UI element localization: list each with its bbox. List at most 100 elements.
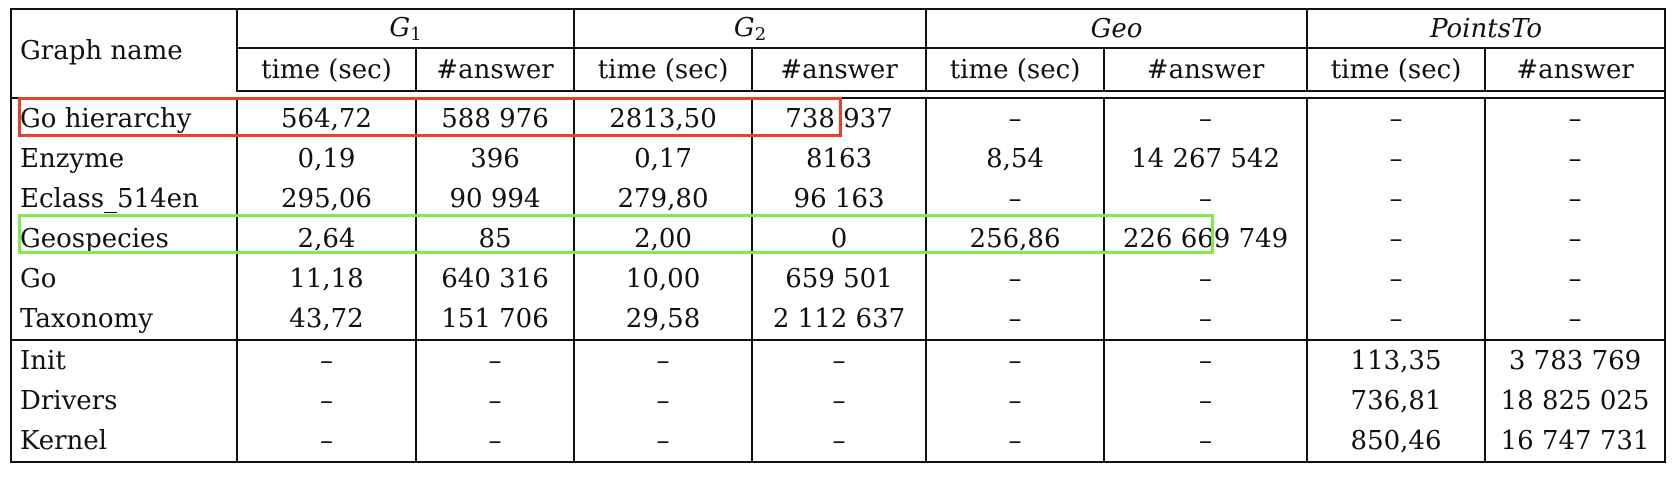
cell-answer: – bbox=[1484, 179, 1667, 219]
cell-answer: – bbox=[1484, 97, 1667, 139]
cell-answer: – bbox=[1484, 139, 1667, 179]
cell-answer: 3 783 769 bbox=[1484, 339, 1667, 381]
cell-time: 279,80 bbox=[573, 179, 754, 219]
table-row: Taxonomy 43,72 151 706 29,58 2 112 637– – – – bbox=[10, 299, 1667, 340]
cell-time: 850,46 bbox=[1306, 421, 1487, 463]
table-row: Eclass_514en 295,06 90 994 279,80 96 163– – – – bbox=[10, 179, 1667, 219]
cell-time: – bbox=[1306, 179, 1487, 219]
cell-answer: 640 316 bbox=[414, 259, 576, 299]
table-row: Go hierarchy 564,72 588 976 2813,50 738 937–… bbox=[10, 97, 1667, 139]
cell-answer: 2 112 637 bbox=[751, 299, 928, 340]
cell-time: 2,00 bbox=[573, 219, 754, 259]
cell-answer: 8163 bbox=[751, 139, 928, 179]
cell-time: – bbox=[236, 339, 417, 381]
cell-answer: 16 747 731 bbox=[1484, 421, 1667, 463]
row-graph-name: Enzyme bbox=[10, 139, 238, 179]
cell-answer: – bbox=[414, 339, 576, 381]
cell-time: – bbox=[1306, 97, 1487, 139]
cell-answer: – bbox=[1103, 381, 1309, 421]
subheader-time: time (sec) bbox=[573, 47, 754, 92]
cell-time: 564,72 bbox=[236, 97, 417, 139]
cell-time: – bbox=[573, 381, 754, 421]
row-graph-name: Kernel bbox=[10, 421, 238, 463]
cell-time: – bbox=[925, 339, 1106, 381]
table-row: Geospecies 2,64 85 2,00 0 256,86 226 669 749– – bbox=[10, 219, 1667, 259]
cell-answer: – bbox=[751, 421, 928, 463]
group-header-g1: G1 bbox=[235, 8, 576, 48]
cell-time: – bbox=[573, 339, 754, 381]
cell-answer: 151 706 bbox=[414, 299, 576, 340]
table-row: Enzyme 0,19 396 0,17 8163 8,54 14 267 542– – bbox=[10, 139, 1667, 179]
cell-answer: 588 976 bbox=[414, 97, 576, 139]
subheader-answer: #answer bbox=[414, 47, 576, 92]
cell-answer: 85 bbox=[414, 219, 576, 259]
cell-time: 256,86 bbox=[925, 219, 1106, 259]
table-row: Drivers – – – – – –736,81 18 825 025 bbox=[10, 381, 1667, 421]
cell-answer: 0 bbox=[751, 219, 928, 259]
results-body: Go hierarchy 564,72 588 976 2813,50 738 937–… bbox=[10, 97, 1667, 463]
results-table: Graph name G1 G2 Geo PointsTo time (sec)… bbox=[10, 8, 1667, 463]
subheader-answer: #answer bbox=[751, 47, 928, 92]
cell-time: – bbox=[1306, 259, 1487, 299]
cell-time: 295,06 bbox=[236, 179, 417, 219]
cell-time: – bbox=[1306, 139, 1487, 179]
row-graph-name: Go bbox=[10, 259, 238, 299]
cell-time: – bbox=[925, 97, 1106, 139]
cell-answer: 90 994 bbox=[414, 179, 576, 219]
cell-answer: – bbox=[1103, 259, 1309, 299]
cell-answer: – bbox=[414, 421, 576, 463]
group-header-geo: Geo bbox=[925, 8, 1309, 48]
cell-time: 0,17 bbox=[573, 139, 754, 179]
row-graph-name: Init bbox=[10, 339, 238, 381]
cell-answer: – bbox=[1484, 219, 1667, 259]
cell-answer: – bbox=[1103, 97, 1309, 139]
row-graph-name: Geospecies bbox=[10, 219, 238, 259]
subheader-answer: #answer bbox=[1103, 47, 1309, 92]
cell-time: 10,00 bbox=[573, 259, 754, 299]
row-graph-name: Eclass_514en bbox=[10, 179, 238, 219]
cell-answer: – bbox=[751, 381, 928, 421]
cell-answer: – bbox=[1103, 421, 1309, 463]
cell-answer: – bbox=[1103, 299, 1309, 340]
cell-answer: 738 937 bbox=[751, 97, 928, 139]
cell-time: – bbox=[925, 299, 1106, 340]
cell-time: 2,64 bbox=[236, 219, 417, 259]
graph-name-header: Graph name bbox=[10, 8, 238, 91]
row-graph-name: Go hierarchy bbox=[10, 97, 238, 139]
cell-answer: 14 267 542 bbox=[1103, 139, 1309, 179]
subheader-time: time (sec) bbox=[1306, 47, 1487, 92]
cell-time: 43,72 bbox=[236, 299, 417, 340]
cell-answer: – bbox=[1484, 299, 1667, 340]
subheader-time: time (sec) bbox=[236, 47, 417, 92]
cell-answer: 18 825 025 bbox=[1484, 381, 1667, 421]
cell-answer: 396 bbox=[414, 139, 576, 179]
group-header-pointsto: PointsTo bbox=[1306, 8, 1667, 48]
cell-answer: 96 163 bbox=[751, 179, 928, 219]
table-row: Init – – – – – –113,35 3 783 769 bbox=[10, 339, 1667, 381]
subheader-time: time (sec) bbox=[925, 47, 1106, 92]
cell-answer: – bbox=[414, 381, 576, 421]
row-graph-name: Taxonomy bbox=[10, 299, 238, 340]
cell-time: 736,81 bbox=[1306, 381, 1487, 421]
cell-answer: – bbox=[751, 339, 928, 381]
cell-time: 29,58 bbox=[573, 299, 754, 340]
cell-time: 2813,50 bbox=[573, 97, 754, 139]
cell-time: 8,54 bbox=[925, 139, 1106, 179]
cell-answer: – bbox=[1103, 339, 1309, 381]
row-graph-name: Drivers bbox=[10, 381, 238, 421]
cell-time: 113,35 bbox=[1306, 339, 1487, 381]
cell-time: – bbox=[573, 421, 754, 463]
cell-time: – bbox=[925, 179, 1106, 219]
cell-time: – bbox=[1306, 219, 1487, 259]
cell-time: 0,19 bbox=[236, 139, 417, 179]
cell-time: – bbox=[236, 381, 417, 421]
cell-time: – bbox=[925, 421, 1106, 463]
cell-answer: 226 669 749 bbox=[1103, 219, 1309, 259]
cell-time: – bbox=[236, 421, 417, 463]
cell-answer: 659 501 bbox=[751, 259, 928, 299]
group-header-g2: G2 bbox=[573, 8, 928, 48]
cell-answer: – bbox=[1103, 179, 1309, 219]
cell-time: – bbox=[925, 381, 1106, 421]
cell-answer: – bbox=[1484, 259, 1667, 299]
table-row: Kernel – – – – – –850,46 16 747 731 bbox=[10, 421, 1667, 463]
